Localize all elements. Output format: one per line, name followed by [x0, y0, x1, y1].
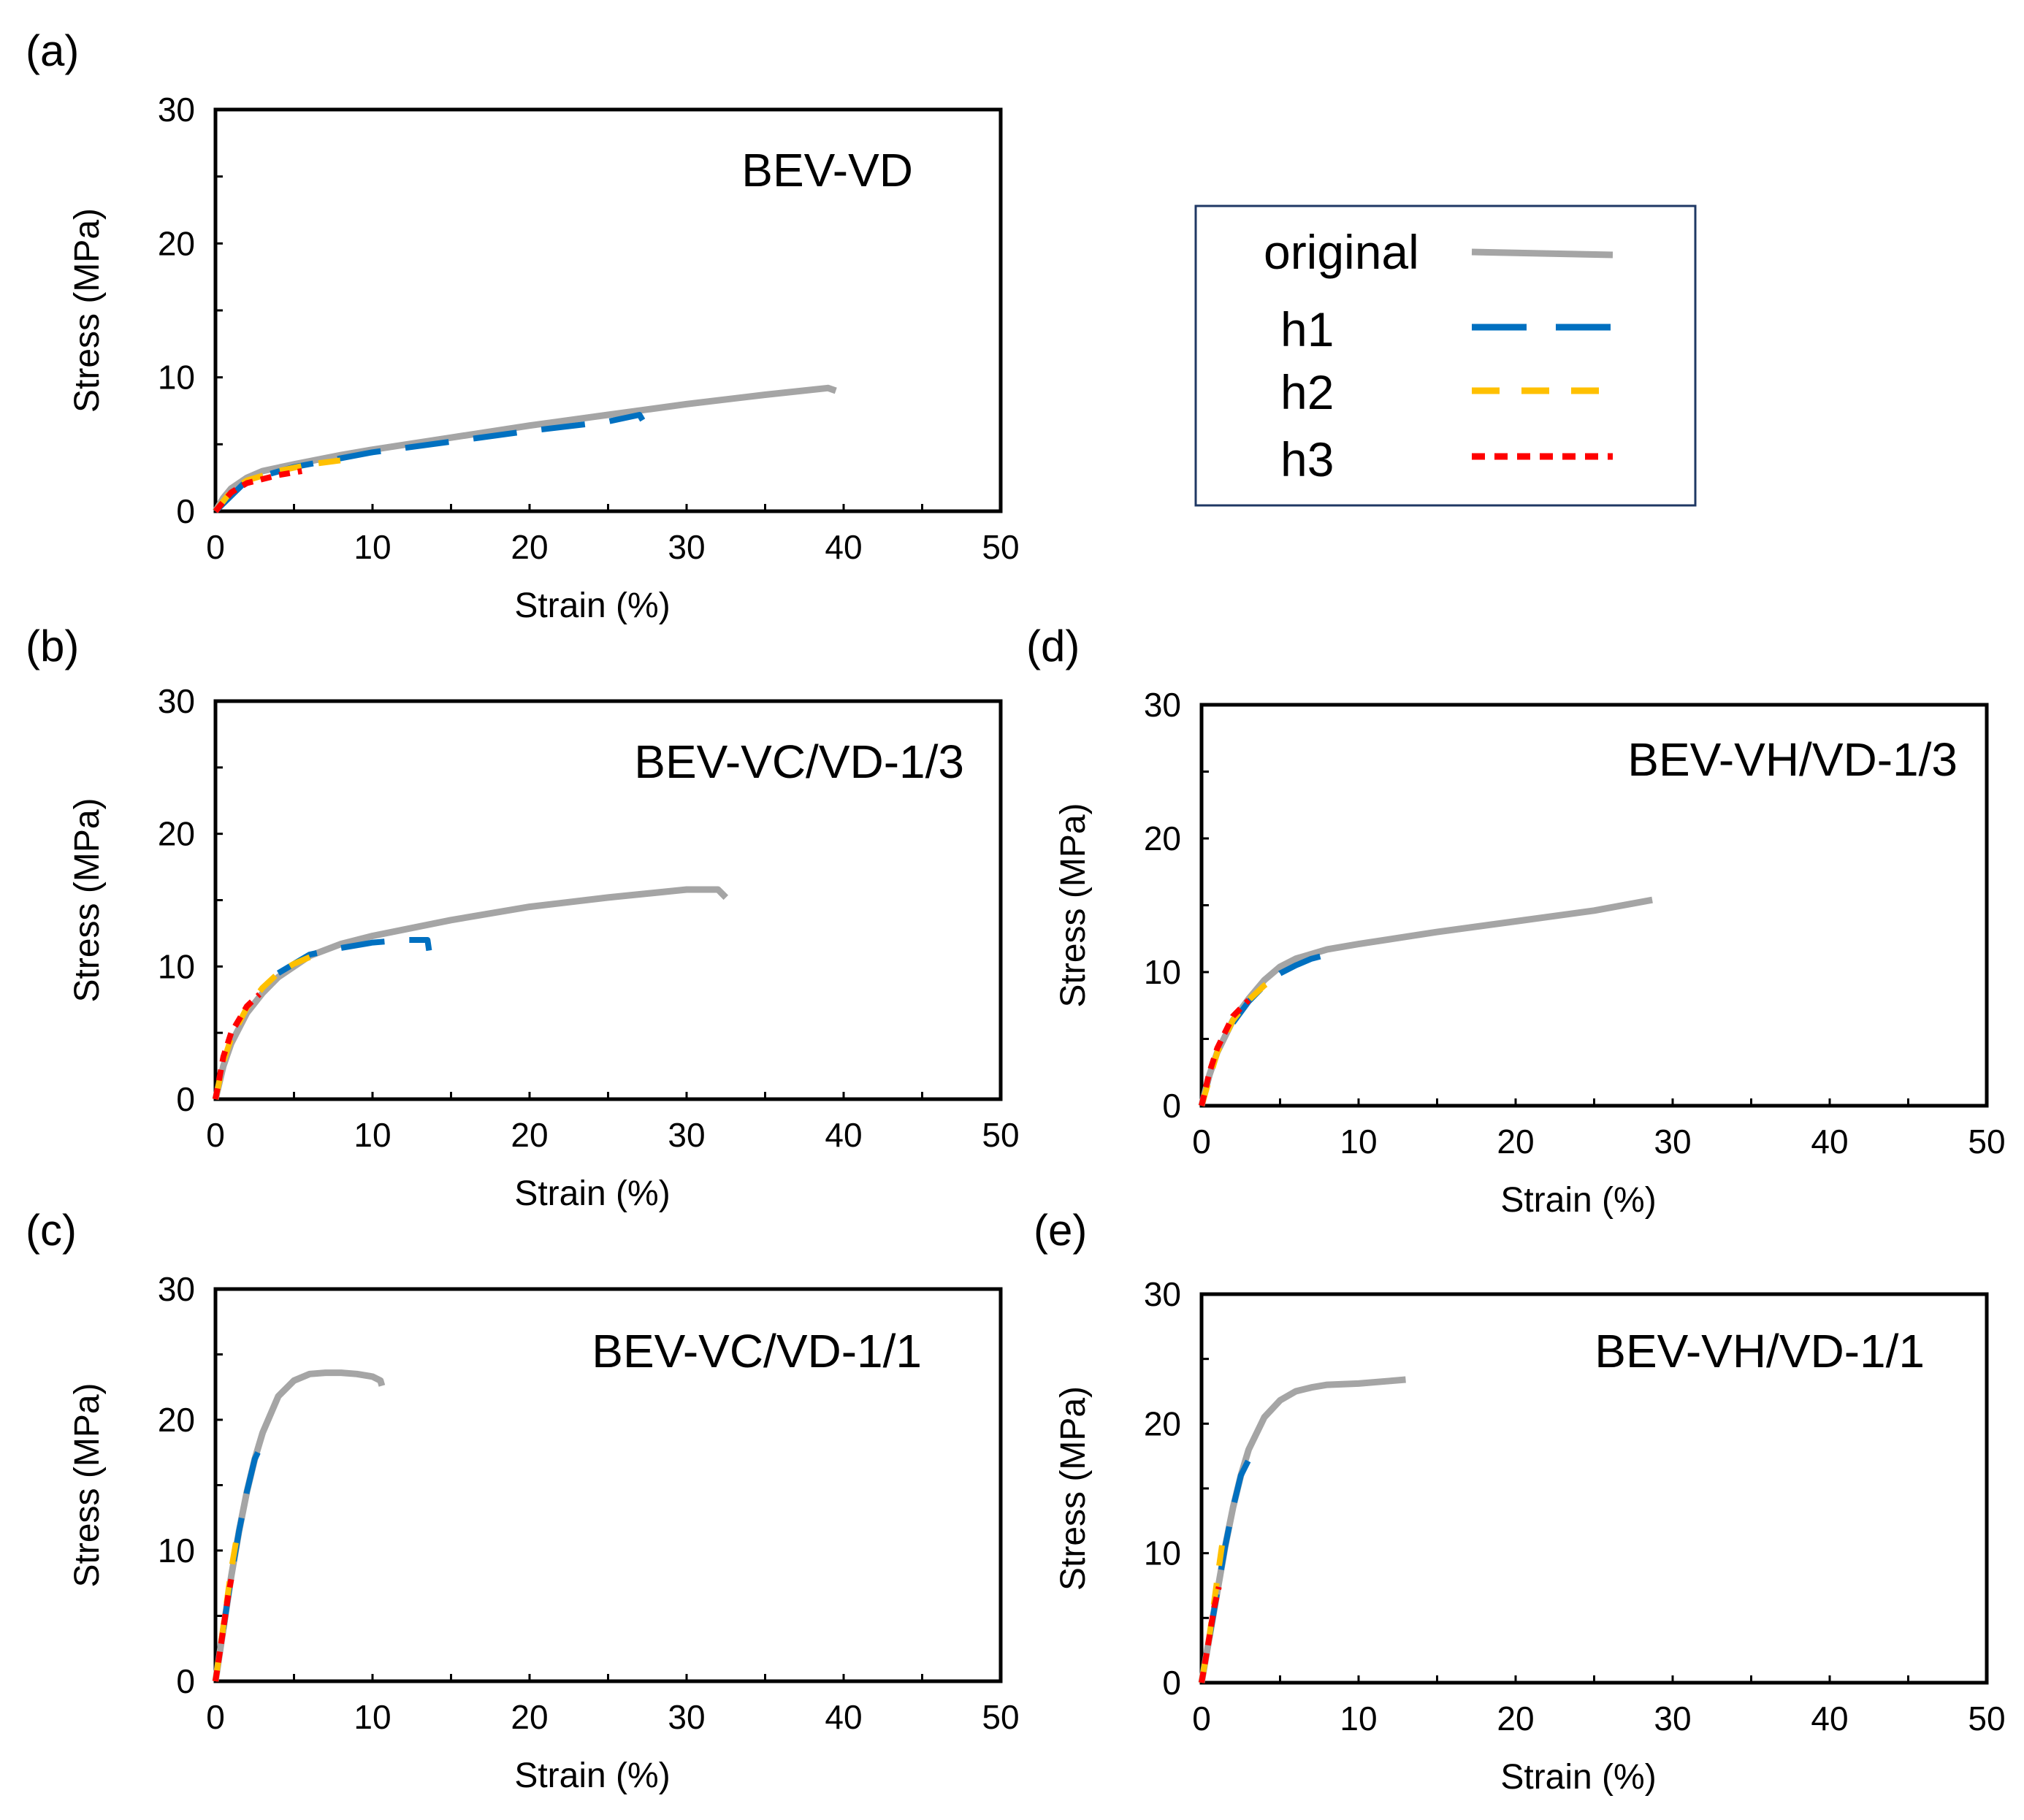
series-h3-b	[213, 992, 261, 1100]
x-tick-label: 50	[982, 1116, 1019, 1154]
x-tick-label: 0	[1192, 1123, 1211, 1161]
y-tick-label: 20	[1144, 1404, 1181, 1442]
x-axis-title-d: Strain (%)	[1500, 1181, 1656, 1220]
x-tick-label: 0	[206, 1698, 225, 1736]
series-h2-d	[1199, 977, 1275, 1107]
x-tick-label: 50	[982, 528, 1019, 566]
y-axis-title-b: Stress (MPa)	[68, 798, 107, 1002]
chart-panel-d: (d) 0 10 20 30 40 50 0 10 20 30 Strain (%) Stress (M…	[1026, 622, 2006, 1220]
x-tick-label: 10	[354, 528, 391, 566]
x-tick-label: 30	[668, 1116, 705, 1154]
y-tick-label: 10	[158, 1532, 195, 1569]
chart-title-c: BEV-VC/VD-1/1	[592, 1325, 922, 1377]
chart-panel-e: (e) 0 10 20 30 40 50 0 10 20 30 Strain (%) Stress (M…	[1034, 1206, 2006, 1797]
panel-label-c: (c)	[26, 1206, 77, 1255]
chart-panel-c: (c) 0 10 20 30 40 50 0 10 20 30 Strain (%) Stress (M…	[26, 1206, 1020, 1795]
y-tick-label: 20	[1144, 819, 1181, 857]
x-tick-label: 50	[1968, 1123, 2005, 1161]
x-axis-title-c: Strain (%)	[514, 1756, 670, 1795]
y-axis-title-c: Stress (MPa)	[68, 1383, 107, 1587]
panels: (a) 0 10 20 30 40 50 0 10 20 30 Strain (%) Stress (M…	[26, 26, 2006, 1797]
y-tick-label: 30	[158, 91, 195, 129]
chart-panel-a: (a) 0 10 20 30 40 50 0 10 20 30 Strain (%) Stress (M…	[26, 26, 1020, 625]
series-h3-c	[213, 1578, 234, 1682]
x-tick-label: 40	[825, 1698, 862, 1736]
x-tick-label: 20	[1497, 1699, 1534, 1737]
series-h3-a	[213, 468, 302, 513]
x-tick-label: 20	[511, 528, 548, 566]
y-tick-label: 20	[158, 224, 195, 262]
panel-label-a: (a)	[26, 26, 79, 75]
y-tick-label: 10	[1144, 953, 1181, 991]
x-tick-label: 0	[206, 528, 225, 566]
legend-label-h3: h3	[1280, 432, 1334, 486]
x-tick-label: 30	[668, 1698, 705, 1736]
legend-label-h1: h1	[1280, 302, 1334, 356]
y-axis-title-d: Stress (MPa)	[1054, 803, 1093, 1007]
y-axis-title-a: Stress (MPa)	[68, 208, 107, 413]
y-tick-label: 30	[158, 1270, 195, 1308]
series-h2-b	[213, 954, 311, 1100]
y-tick-label: 0	[1162, 1087, 1181, 1125]
series-h1-e	[1206, 1458, 1252, 1638]
legend-swatch-original	[1471, 248, 1614, 259]
x-tick-label: 30	[1654, 1123, 1691, 1161]
x-tick-label: 30	[1654, 1699, 1691, 1737]
series-original-a	[213, 384, 837, 513]
series-h3-e	[1199, 1586, 1222, 1683]
panel-label-d: (d)	[1026, 622, 1080, 670]
x-axis-title-a: Strain (%)	[514, 586, 670, 625]
chart-title-a: BEV-VD	[741, 144, 913, 196]
x-tick-label: 50	[982, 1698, 1019, 1736]
y-tick-label: 30	[1144, 686, 1181, 724]
x-tick-label: 20	[511, 1116, 548, 1154]
x-tick-label: 30	[668, 528, 705, 566]
y-tick-label: 30	[1144, 1275, 1181, 1313]
panel-label-e: (e)	[1034, 1206, 1087, 1255]
x-tick-label: 0	[206, 1116, 225, 1154]
series-original-b	[212, 886, 728, 1101]
x-axis-title-e: Strain (%)	[1500, 1758, 1656, 1797]
x-tick-label: 40	[1811, 1699, 1848, 1737]
chart-title-e: BEV-VH/VD-1/1	[1595, 1325, 1925, 1377]
legend-label-original: original	[1264, 225, 1419, 279]
x-tick-label: 10	[354, 1116, 391, 1154]
series-h1-c	[220, 1451, 261, 1629]
chart-title-d: BEV-VH/VD-1/3	[1627, 733, 1958, 786]
series-h2-e	[1199, 1545, 1225, 1683]
x-tick-label: 10	[354, 1698, 391, 1736]
x-axis-title-b: Strain (%)	[514, 1174, 670, 1213]
y-tick-label: 30	[158, 682, 195, 720]
y-tick-label: 10	[158, 359, 195, 397]
y-tick-label: 0	[176, 492, 195, 530]
series-h3-d	[1199, 998, 1251, 1106]
y-tick-label: 10	[1144, 1534, 1181, 1572]
y-tick-label: 0	[176, 1080, 195, 1118]
x-tick-label: 0	[1192, 1699, 1211, 1737]
y-tick-label: 10	[158, 947, 195, 985]
panel-label-b: (b)	[26, 622, 79, 670]
series-original-e	[1198, 1376, 1406, 1683]
y-axis-title-e: Stress (MPa)	[1054, 1386, 1093, 1591]
y-tick-label: 20	[158, 1401, 195, 1439]
series-h1-a	[213, 412, 646, 513]
legend-label-h2: h2	[1280, 365, 1334, 419]
chart-panel-b: (b) 0 10 20 30 40 50 0 10 20 30 Strain (%) Stress (M…	[26, 622, 1020, 1213]
y-tick-label: 0	[176, 1662, 195, 1700]
series-original-d	[1198, 896, 1653, 1107]
x-tick-label: 10	[1340, 1699, 1377, 1737]
x-tick-label: 40	[825, 1116, 862, 1154]
x-tick-label: 10	[1340, 1123, 1377, 1161]
y-tick-label: 20	[158, 815, 195, 853]
x-tick-label: 20	[511, 1698, 548, 1736]
x-tick-label: 50	[1968, 1699, 2005, 1737]
x-tick-label: 40	[825, 528, 862, 566]
series-h1-b	[276, 937, 432, 976]
x-tick-label: 20	[1497, 1123, 1534, 1161]
x-tick-label: 40	[1811, 1123, 1848, 1161]
y-tick-label: 0	[1162, 1664, 1181, 1702]
chart-title-b: BEV-VC/VD-1/3	[634, 735, 964, 788]
legend: original h1 h2 h3	[1194, 204, 1697, 507]
